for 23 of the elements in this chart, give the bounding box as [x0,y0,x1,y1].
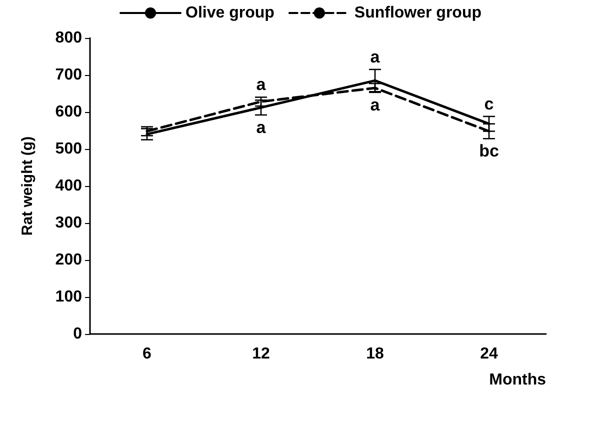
x-tick-label: 18 [366,346,384,362]
x-tick-label: 24 [480,346,498,362]
annotation: a [370,47,380,66]
y-tick-label: 400 [55,178,82,194]
annotation: a [256,75,266,94]
y-tick-label: 700 [55,66,82,84]
y-tick-label: 600 [55,104,82,120]
x-tick-label: 12 [252,346,270,362]
annotation: a [256,118,266,137]
x-axis-title: Months [489,372,546,388]
x-tick-label: 6 [142,346,152,362]
y-tick-label: 100 [55,288,82,306]
y-axis-title: Rat weight (g) [19,136,36,236]
legend-label: Sunflower group [354,4,482,22]
annotation: bc [479,142,499,161]
legend-label: Olive group [186,4,275,22]
y-tick-label: 0 [73,326,82,342]
y-tick-label: 800 [55,30,82,46]
y-tick-label: 500 [55,140,82,158]
annotation: a [370,95,380,114]
annotation: c [484,94,494,114]
y-tick-label: 300 [55,214,82,232]
y-tick-label: 200 [55,252,82,268]
